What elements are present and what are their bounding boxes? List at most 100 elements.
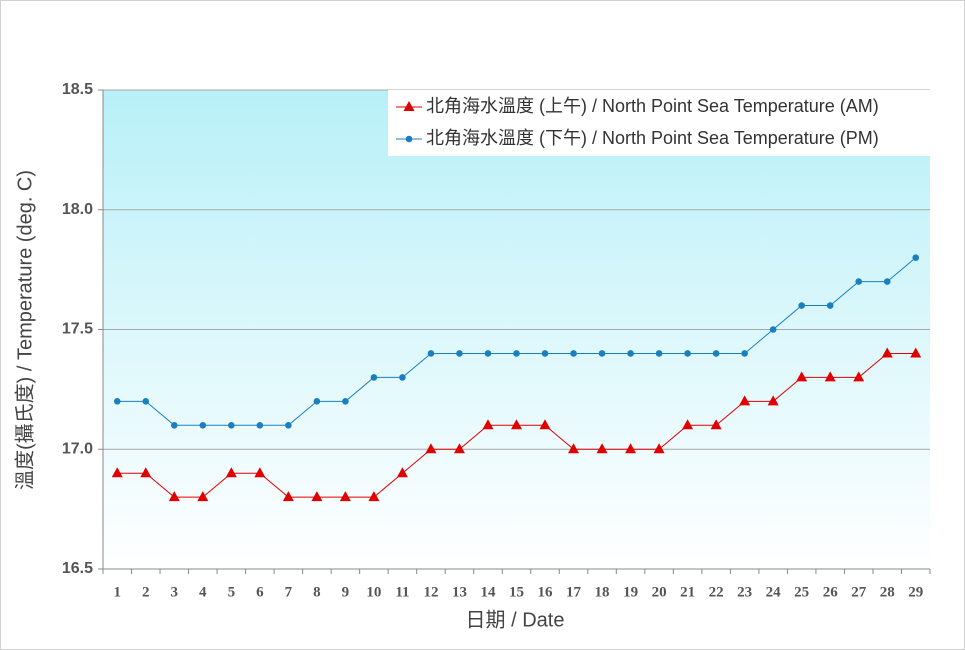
- data-point: [254, 467, 266, 478]
- data-point: [513, 350, 520, 357]
- data-point: [370, 374, 378, 381]
- data-point: [140, 467, 152, 478]
- legend-label: 北角海水溫度 (下午) / North Point Sea Temperatur…: [426, 128, 879, 148]
- x-tick-label: 4: [199, 584, 207, 600]
- x-tick-label: 5: [228, 584, 236, 600]
- data-point: [568, 443, 580, 454]
- x-tick-label: 24: [766, 584, 782, 600]
- data-point: [339, 491, 351, 502]
- data-point: [655, 350, 663, 357]
- legend-label: 北角海水溫度 (上午) / North Point Sea Temperatur…: [426, 96, 879, 116]
- y-tick-label: 17.0: [62, 440, 93, 457]
- x-tick-label: 12: [423, 584, 438, 600]
- x-tick-label: 1: [114, 584, 122, 600]
- data-point: [282, 491, 294, 502]
- data-point: [482, 419, 494, 430]
- data-point: [456, 350, 463, 357]
- data-point: [368, 491, 380, 502]
- data-point: [511, 419, 522, 430]
- data-point: [883, 278, 891, 285]
- data-point: [625, 443, 637, 454]
- data-point: [598, 350, 606, 357]
- data-point: [712, 350, 720, 357]
- x-tick-label: 22: [709, 584, 724, 600]
- legend-box: [388, 90, 930, 156]
- data-point: [684, 350, 691, 357]
- x-tick-label: 19: [623, 584, 638, 600]
- x-tick-label: 28: [880, 584, 895, 600]
- data-point: [796, 371, 808, 382]
- data-point: [111, 467, 123, 478]
- data-point: [767, 395, 779, 406]
- x-tick-label: 6: [256, 584, 264, 600]
- x-tick-label: 10: [366, 584, 381, 600]
- x-tick-label: 23: [737, 584, 752, 600]
- data-point: [399, 374, 406, 381]
- x-tick-label: 25: [794, 584, 809, 600]
- data-point: [256, 422, 264, 429]
- data-point: [342, 398, 349, 405]
- data-point: [228, 422, 235, 429]
- x-tick-label: 14: [480, 584, 496, 600]
- data-point: [425, 443, 437, 454]
- data-point: [739, 395, 751, 406]
- y-axis-label: 溫度(攝氏度) / Temperature (deg. C): [13, 170, 36, 490]
- data-point: [855, 278, 863, 285]
- y-tick-label: 18.5: [62, 81, 93, 98]
- x-tick-label: 16: [538, 584, 554, 600]
- data-point: [199, 422, 207, 429]
- data-point: [311, 491, 323, 502]
- x-tick-label: 26: [823, 584, 839, 600]
- data-point: [912, 254, 920, 261]
- data-point: [741, 350, 748, 357]
- data-point: [453, 443, 465, 454]
- x-tick-label: 21: [680, 584, 695, 600]
- x-tick-label: 17: [566, 584, 582, 600]
- data-point: [798, 302, 805, 309]
- data-point: [570, 350, 577, 357]
- data-point: [541, 350, 549, 357]
- x-tick-label: 8: [313, 584, 321, 600]
- data-point: [910, 347, 922, 358]
- x-tick-label: 9: [342, 584, 350, 600]
- x-tick-label: 7: [285, 584, 293, 600]
- data-point: [653, 443, 665, 454]
- y-tick-label: 16.5: [62, 560, 93, 577]
- x-tick-label: 18: [595, 584, 610, 600]
- legend-marker: [403, 101, 415, 111]
- data-point: [824, 371, 836, 382]
- data-point: [627, 350, 634, 357]
- data-point: [539, 419, 551, 430]
- data-point: [682, 419, 694, 430]
- x-tick-label: 2: [142, 584, 150, 600]
- data-point: [113, 398, 121, 405]
- data-point: [826, 302, 834, 309]
- data-point: [484, 350, 492, 357]
- data-point: [142, 398, 150, 405]
- data-point: [197, 491, 209, 502]
- x-tick-label: 11: [395, 584, 409, 600]
- legend-marker: [405, 135, 413, 143]
- data-point: [168, 491, 180, 502]
- data-point: [170, 422, 178, 429]
- x-tick-label: 20: [652, 584, 667, 600]
- x-tick-label: 27: [851, 584, 867, 600]
- data-point: [225, 467, 237, 478]
- data-point: [396, 467, 408, 478]
- x-tick-label: 29: [908, 584, 923, 600]
- data-point: [313, 398, 321, 405]
- x-tick-label: 3: [171, 584, 179, 600]
- x-axis-label: 日期 / Date: [466, 609, 565, 631]
- data-point: [853, 371, 865, 382]
- x-tick-label: 15: [509, 584, 524, 600]
- data-point: [710, 419, 722, 430]
- y-tick-label: 17.5: [62, 321, 93, 338]
- y-tick-label: 18.0: [62, 201, 93, 218]
- data-point: [596, 443, 608, 454]
- data-point: [427, 350, 435, 357]
- x-tick-label: 13: [452, 584, 467, 600]
- data-point: [769, 326, 777, 333]
- data-point: [285, 422, 292, 429]
- data-point: [881, 347, 893, 358]
